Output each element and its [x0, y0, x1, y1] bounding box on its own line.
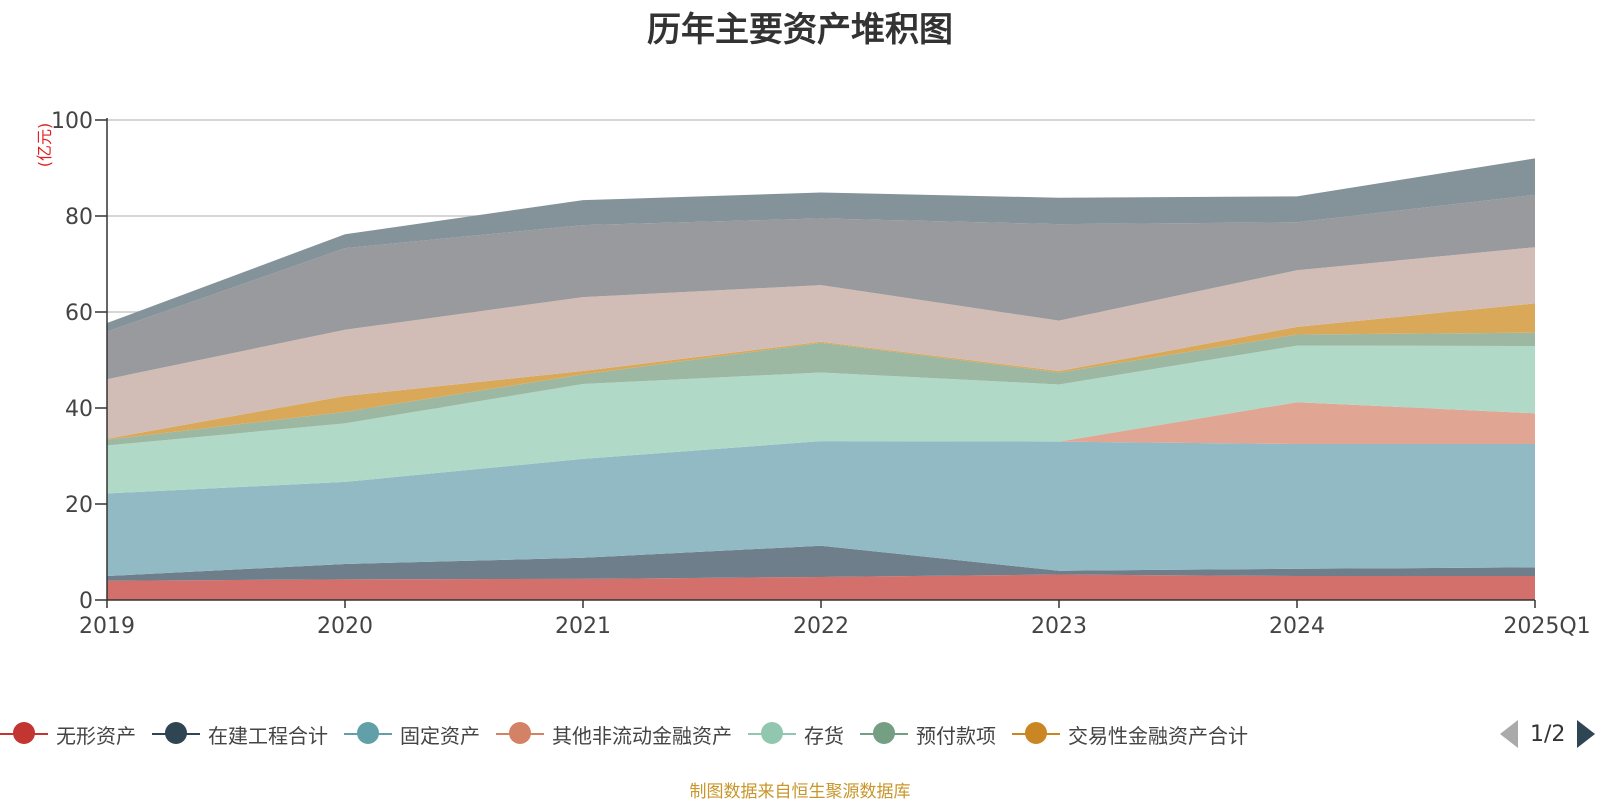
area-series-10 — [107, 158, 1535, 332]
legend-marker-icon — [344, 721, 392, 747]
y-tick-label: 80 — [65, 205, 93, 230]
area-series-3 — [107, 441, 1535, 576]
legend-marker-icon — [496, 721, 544, 747]
axes: 0 20 40 60 80 100 2019 2020 2021 2022 2023 2024 2025… — [51, 109, 1591, 639]
legend-next-page-icon[interactable] — [1577, 720, 1596, 748]
legend-label: 在建工程合计 — [208, 723, 328, 748]
legend-item[interactable]: 固定资产 — [344, 720, 480, 749]
y-tick-label: 0 — [79, 589, 93, 614]
legend-item[interactable]: 其他非流动金融资产 — [496, 720, 732, 749]
x-tick-label: 2022 — [793, 614, 849, 639]
y-tick-label: 40 — [65, 397, 93, 422]
legend-label: 存货 — [804, 723, 844, 748]
legend-marker-icon — [1012, 721, 1060, 747]
y-tick-label: 100 — [51, 109, 93, 134]
legend-page-indicator: 1/2 — [1530, 721, 1566, 747]
legend-label: 交易性金融资产合计 — [1068, 723, 1248, 748]
x-tick-label: 2024 — [1269, 614, 1325, 639]
legend-label: 预付款项 — [916, 723, 996, 748]
legend-item[interactable]: 无形资产 — [0, 720, 136, 749]
legend-item[interactable]: 存货 — [748, 720, 844, 749]
x-tick-label: 2020 — [317, 614, 373, 639]
area-series-4 — [107, 402, 1535, 494]
legend-marker-icon — [0, 721, 48, 747]
legend-label: 无形资产 — [56, 723, 136, 748]
area-series-1 — [107, 574, 1535, 600]
x-tick-label: 2021 — [555, 614, 611, 639]
y-tick-label: 20 — [65, 493, 93, 518]
legend-marker-icon — [860, 721, 908, 747]
legend-label: 固定资产 — [400, 723, 480, 748]
legend: 无形资产 在建工程合计 固定资产 其他非流动金融资产 存货 预付款项 交易性金融资产合计 — [0, 716, 1264, 752]
legend-label: 其他非流动金融资产 — [552, 723, 732, 748]
legend-item[interactable]: 在建工程合计 — [152, 720, 328, 749]
y-axis-unit-label: (亿元) — [35, 123, 54, 168]
legend-item[interactable]: 交易性金融资产合计 — [1012, 720, 1248, 749]
legend-pager: 1/2 — [1500, 716, 1596, 752]
legend-item[interactable]: 预付款项 — [860, 720, 996, 749]
chart-title: 历年主要资产堆积图 — [647, 10, 953, 50]
data-source-note: 制图数据来自恒生聚源数据库 — [689, 782, 911, 802]
area-series-6 — [107, 332, 1535, 446]
area-series-9 — [107, 194, 1535, 380]
y-tick-label: 60 — [65, 301, 93, 326]
legend-prev-page-icon[interactable] — [1500, 720, 1518, 748]
legend-marker-icon — [152, 721, 200, 747]
area-series-5 — [107, 345, 1535, 494]
area-series — [107, 158, 1535, 600]
legend-marker-icon — [748, 721, 796, 747]
area-series-8 — [107, 247, 1535, 439]
x-tick-label: 2023 — [1031, 614, 1087, 639]
x-tick-label: 2019 — [79, 614, 135, 639]
area-series-2 — [107, 545, 1535, 581]
x-tick-label: 2025Q1 — [1503, 614, 1590, 639]
